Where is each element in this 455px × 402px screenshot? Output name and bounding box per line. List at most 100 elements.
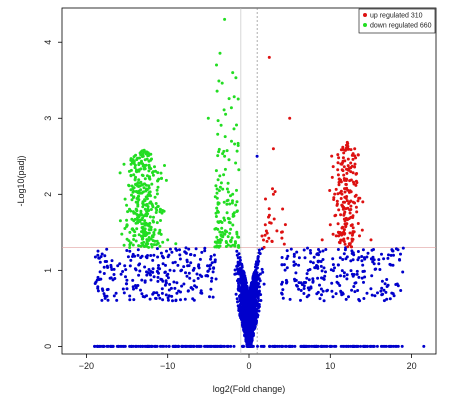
- not-significant-point: [381, 292, 385, 296]
- not-significant-point: [373, 294, 377, 298]
- down-regulated-point: [148, 175, 151, 179]
- not-significant-point: [257, 304, 261, 308]
- down-regulated-point: [225, 211, 229, 215]
- up-regulated-point: [344, 183, 348, 186]
- up-regulated-point: [348, 242, 352, 246]
- not-significant-point: [241, 314, 245, 318]
- up-regulated-point: [354, 205, 358, 209]
- not-significant-point: [306, 268, 310, 272]
- down-regulated-point: [149, 237, 153, 241]
- down-regulated-point: [118, 171, 122, 175]
- not-significant-point: [336, 263, 340, 267]
- down-regulated-point: [213, 240, 217, 244]
- down-regulated-point: [147, 228, 151, 232]
- not-significant-point: [145, 273, 149, 277]
- not-significant-point: [292, 260, 296, 264]
- down-regulated-point: [223, 17, 227, 21]
- down-regulated-point: [232, 211, 236, 215]
- up-regulated-point: [339, 197, 343, 200]
- down-regulated-point: [216, 209, 220, 213]
- not-significant-point: [185, 274, 189, 278]
- not-significant-point: [112, 294, 116, 298]
- down-regulated-point: [140, 237, 144, 241]
- not-significant-point: [109, 263, 113, 267]
- not-significant-point: [386, 283, 390, 287]
- down-regulated-point: [142, 167, 146, 171]
- not-significant-point: [289, 247, 293, 251]
- not-significant-point: [132, 298, 136, 302]
- not-significant-point: [151, 258, 155, 262]
- not-significant-point: [247, 330, 251, 334]
- up-regulated-point: [342, 217, 346, 221]
- not-significant-point: [331, 263, 335, 267]
- not-significant-point: [160, 287, 164, 291]
- not-significant-point: [149, 278, 153, 282]
- not-significant-point: [321, 289, 325, 293]
- down-regulated-point: [139, 191, 143, 195]
- not-significant-point: [351, 258, 355, 262]
- not-significant-point: [124, 268, 128, 272]
- not-significant-point: [377, 262, 381, 266]
- not-significant-point: [240, 311, 244, 315]
- not-significant-point: [257, 282, 261, 286]
- down-regulated-point: [128, 246, 132, 249]
- not-significant-point: [257, 274, 260, 277]
- up-regulated-point: [336, 168, 340, 172]
- not-significant-point: [280, 263, 284, 267]
- not-significant-point: [399, 252, 402, 256]
- up-regulated-point: [345, 145, 349, 149]
- not-significant-point: [255, 284, 259, 288]
- not-significant-point: [117, 344, 121, 348]
- down-regulated-point: [133, 163, 137, 167]
- not-significant-point: [172, 280, 176, 284]
- down-regulated-point: [125, 223, 129, 227]
- not-significant-point: [105, 247, 109, 251]
- not-significant-point: [174, 298, 178, 302]
- not-significant-point: [318, 283, 321, 287]
- not-significant-point: [255, 263, 259, 267]
- not-significant-point: [322, 266, 326, 270]
- not-significant-point: [382, 257, 386, 261]
- not-significant-point: [307, 344, 311, 348]
- not-significant-point: [247, 298, 251, 302]
- not-significant-point: [158, 344, 162, 348]
- up-regulated-point: [272, 217, 276, 221]
- up-regulated-point: [343, 242, 347, 246]
- not-significant-point: [356, 250, 360, 253]
- not-significant-point: [149, 254, 153, 257]
- down-regulated-point: [216, 178, 220, 182]
- up-regulated-point: [351, 171, 355, 175]
- not-significant-point: [351, 274, 355, 278]
- not-significant-point: [229, 344, 233, 348]
- not-significant-point: [309, 285, 313, 289]
- down-regulated-point: [216, 201, 220, 205]
- not-significant-point: [352, 285, 356, 288]
- not-significant-point: [98, 260, 102, 264]
- down-regulated-point: [231, 71, 235, 75]
- down-regulated-point: [147, 154, 151, 157]
- down-regulated-point: [220, 238, 223, 242]
- not-significant-point: [96, 249, 100, 253]
- not-significant-point: [184, 251, 188, 255]
- not-significant-point: [261, 270, 265, 274]
- down-regulated-point: [143, 177, 147, 181]
- up-regulated-point: [339, 180, 343, 184]
- up-regulated-point: [343, 187, 346, 191]
- up-regulated-point: [342, 240, 346, 243]
- down-regulated-point: [153, 165, 156, 169]
- down-regulated-point: [152, 243, 156, 247]
- down-regulated-point: [231, 214, 235, 218]
- not-significant-point: [328, 344, 332, 348]
- down-regulated-point: [134, 182, 138, 186]
- down-regulated-point: [226, 243, 230, 247]
- not-significant-point: [354, 281, 358, 285]
- not-significant-point: [209, 255, 213, 258]
- up-regulated-point: [352, 182, 356, 186]
- not-significant-point: [112, 267, 116, 271]
- up-regulated-point: [271, 147, 275, 151]
- not-significant-point: [216, 344, 220, 348]
- not-significant-point: [331, 257, 335, 261]
- up-regulated-point: [353, 147, 357, 151]
- not-significant-point: [186, 289, 190, 293]
- up-regulated-point: [349, 170, 353, 174]
